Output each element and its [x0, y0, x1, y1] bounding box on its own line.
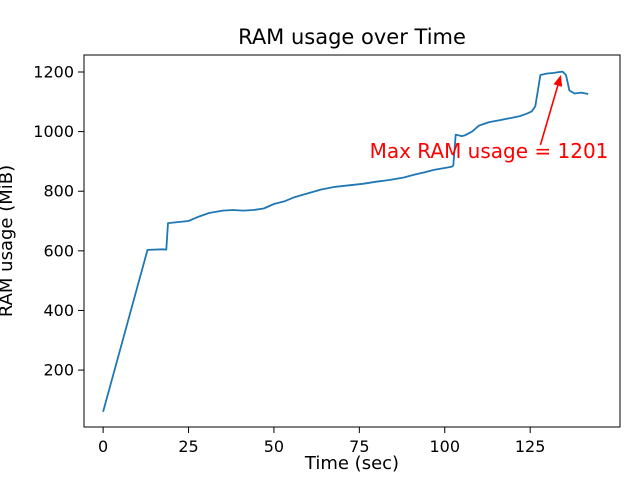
- y-tick-label: 600: [43, 241, 74, 260]
- y-tick-label: 400: [43, 301, 74, 320]
- annotation-text: Max RAM usage = 1201: [370, 139, 609, 163]
- ram-usage-line: [102, 70, 589, 413]
- x-tick-label: 25: [178, 437, 198, 456]
- y-tick-label: 800: [43, 182, 74, 201]
- chart-title: RAM usage over Time: [238, 25, 466, 49]
- x-tick-label: 125: [515, 437, 546, 456]
- x-axis-label: Time (sec): [304, 453, 399, 474]
- y-axis-label: RAM usage (MiB): [0, 165, 17, 317]
- y-axis-ticks: 200 400 600 800 1000 1200: [33, 62, 84, 380]
- x-tick-label: 0: [98, 437, 108, 456]
- x-tick-label: 50: [264, 437, 284, 456]
- annotation-arrow: [539, 74, 563, 146]
- arrow-head: [553, 74, 563, 87]
- x-axis-ticks: 0 25 50 75 100 125: [98, 427, 545, 456]
- arrow-shaft: [539, 85, 559, 146]
- y-tick-label: 200: [43, 361, 74, 380]
- x-tick-label: 75: [349, 437, 369, 456]
- data-line: [102, 70, 589, 413]
- axes-frame: [83, 54, 621, 428]
- x-tick-label: 100: [429, 437, 460, 456]
- y-tick-label: 1000: [33, 122, 74, 141]
- y-tick-label: 1200: [33, 62, 74, 81]
